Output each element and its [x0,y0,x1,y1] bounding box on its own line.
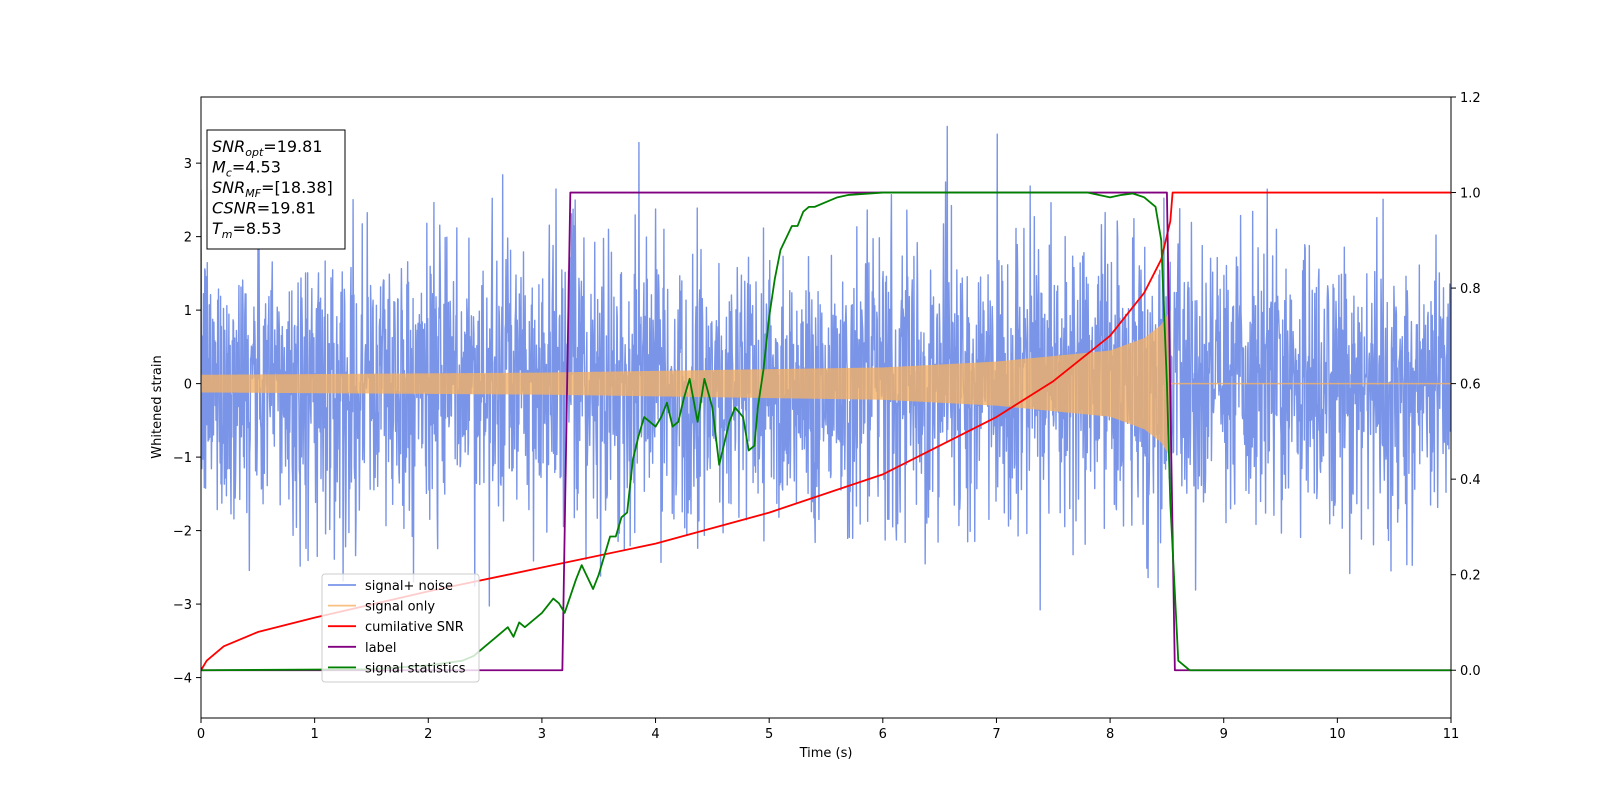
info-symbol: SNR [212,178,245,197]
y-tick-label-left: 1 [184,304,192,319]
series-cumulative-snr [201,191,1451,671]
y-tick-label-right: 1.2 [1460,91,1481,106]
legend-label: signal only [365,600,435,615]
legend-label: signal+ noise [365,579,453,594]
y-tick-label-left: 0 [184,378,192,393]
info-subscript: MF [245,187,261,200]
y-tick-label-left: −1 [173,451,192,466]
x-tick-label: 9 [1220,727,1228,742]
plot-frame [200,96,1452,719]
info-line: SNRMF=[18.38] [212,178,333,200]
info-subscript: opt [245,146,264,159]
info-value: =19.81 [257,199,316,218]
x-tick-label: 1 [310,727,318,742]
x-tick-label: 0 [197,727,205,742]
x-tick-label: 5 [765,727,773,742]
y-tick-label-left: 3 [184,157,192,172]
x-tick-label: 3 [538,727,546,742]
y-tick-label-right: 0.8 [1460,282,1481,297]
y-tick-label-right: 0.4 [1460,473,1481,488]
y-tick-label-left: −2 [173,525,192,540]
legend-label: signal statistics [365,661,466,676]
info-value: =8.53 [233,219,282,238]
info-subscript: m [222,228,233,241]
x-tick-label: 11 [1443,727,1460,742]
series-layer [201,125,1451,672]
x-tick-label: 8 [1106,727,1114,742]
y-axis-label: Whitened strain [150,355,165,458]
info-value: =19.81 [263,137,322,156]
y-tick-label-right: 0.0 [1460,664,1481,679]
x-tick-label: 2 [424,727,432,742]
y-axis-right: 0.0 0.2 0.4 0.6 0.8 1.0 1.2 [1451,91,1481,679]
info-symbol: M [212,158,226,177]
x-axis: 0 1 2 3 4 5 6 7 8 9 10 11 [197,718,1459,742]
y-tick-label-right: 0.2 [1460,569,1481,584]
y-tick-label-left: 2 [184,231,192,246]
info-value: =[18.38] [261,178,333,197]
info-box: SNRopt=19.81Mc=4.53SNRMF=[18.38]CSNR=19.… [206,129,346,250]
info-line: Mc=4.53 [212,158,281,180]
y-axis-left: −4 −3 −2 −1 0 1 2 3 [173,157,201,687]
legend-frame [321,573,480,683]
legend-label: cumilative SNR [365,620,464,635]
info-line: CSNR=19.81 [212,199,316,218]
series-signal-statistics [201,191,1451,672]
info-symbol: CSNR [212,199,257,218]
y-tick-label-left: −3 [173,598,192,613]
x-tick-label: 10 [1329,727,1346,742]
x-tick-label: 6 [879,727,887,742]
legend-label: label [365,641,396,656]
y-tick-label-left: −4 [173,672,192,687]
y-tick-label-right: 0.6 [1460,378,1481,393]
info-line: Tm=8.53 [212,219,282,241]
x-axis-label: Time (s) [799,746,853,761]
info-symbol: T [212,219,223,238]
x-tick-label: 7 [992,727,1000,742]
series-signal-noise [201,125,1451,611]
y-tick-label-right: 1.0 [1460,187,1481,202]
info-line: SNRopt=19.81 [212,137,323,159]
x-tick-label: 4 [651,727,659,742]
info-subscript: c [226,167,232,180]
legend: signal+ noise signal only cumilative SNR la… [321,573,480,683]
series-signal-only [201,310,1171,458]
info-box-frame [206,129,346,250]
info-value: =4.53 [232,158,281,177]
info-symbol: SNR [212,137,245,156]
